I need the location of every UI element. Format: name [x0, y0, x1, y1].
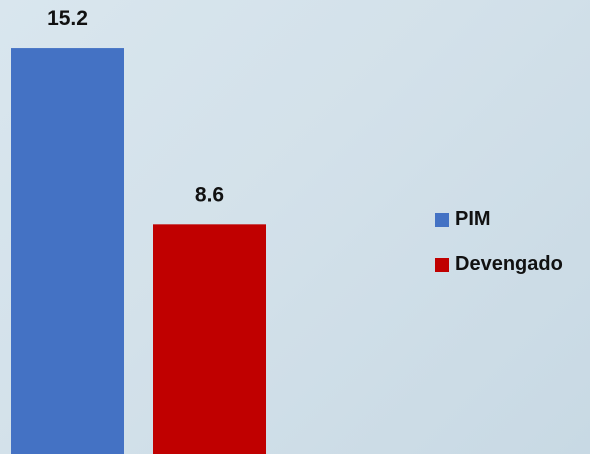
- legend-item-devengado: Devengado: [435, 253, 563, 276]
- legend-swatch-devengado: [435, 257, 449, 272]
- legend-label-pim: PIM: [455, 208, 491, 230]
- legend-swatch-pim: [435, 212, 449, 227]
- bar-pim: [11, 48, 124, 454]
- legend-item-pim: PIM: [435, 208, 563, 231]
- legend: PIM Devengado: [435, 208, 563, 276]
- data-label-pim: 15.2: [47, 7, 88, 30]
- data-label-devengado: 8.6: [195, 183, 224, 206]
- legend-label-devengado: Devengado: [455, 253, 563, 275]
- bar-devengado: [153, 224, 266, 454]
